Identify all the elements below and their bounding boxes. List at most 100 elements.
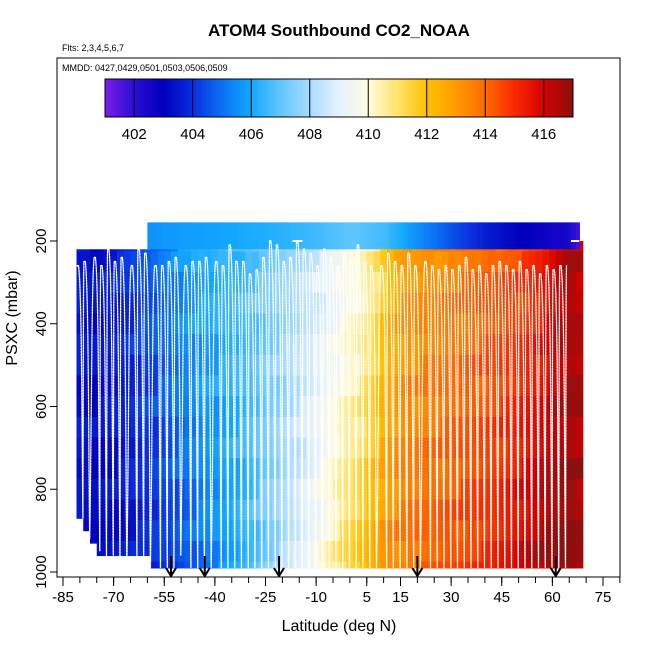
curtain-cell bbox=[299, 396, 307, 418]
curtain-cell bbox=[83, 499, 91, 521]
flight-profile-path bbox=[343, 252, 352, 568]
curtain-top-cell bbox=[430, 222, 435, 250]
curtain-cell bbox=[454, 251, 462, 273]
curtain-cell bbox=[90, 416, 98, 439]
curtain-cell bbox=[191, 561, 199, 569]
curtain-cell bbox=[407, 416, 415, 439]
curtain-cell bbox=[569, 354, 577, 377]
curtain-top-cell bbox=[184, 222, 189, 250]
curtain-cell bbox=[198, 354, 206, 377]
flight-profile-path bbox=[505, 265, 514, 568]
curtain-cell bbox=[549, 251, 557, 273]
curtain-top-cell bbox=[346, 222, 351, 250]
curtain-cell bbox=[191, 396, 199, 418]
curtain-top-cell bbox=[441, 222, 445, 250]
curtain-top-cell bbox=[511, 222, 516, 250]
flight-profile-path bbox=[329, 256, 338, 568]
curtain-cell bbox=[76, 396, 84, 418]
curtain-cell bbox=[211, 354, 219, 377]
curtain-cell bbox=[204, 561, 213, 569]
flight-profile-path bbox=[444, 265, 453, 568]
curtain-cell bbox=[198, 251, 206, 273]
curtain-cell bbox=[191, 540, 199, 563]
curtain-cell bbox=[177, 396, 186, 418]
curtain-cell bbox=[204, 437, 213, 459]
curtain-cell bbox=[535, 458, 543, 480]
curtain-cell bbox=[184, 499, 192, 521]
curtain-cell bbox=[312, 251, 321, 273]
curtain-cell bbox=[360, 478, 368, 501]
curtain-top-cell bbox=[565, 222, 570, 250]
curtain-cell bbox=[177, 458, 186, 480]
curtain-cell bbox=[441, 561, 449, 569]
flight-profile-path bbox=[289, 240, 298, 568]
curtain-cell bbox=[306, 396, 314, 418]
curtain-cell bbox=[177, 437, 186, 459]
flight-profile-path bbox=[414, 261, 426, 568]
curtain-cell bbox=[407, 251, 415, 273]
curtain-cell bbox=[177, 334, 186, 356]
curtain-cell bbox=[90, 375, 98, 397]
curtain-cell bbox=[218, 561, 226, 569]
x-tick-label: -10 bbox=[305, 589, 327, 606]
curtain-top-cell bbox=[552, 222, 557, 250]
curtain-cell bbox=[157, 251, 165, 273]
curtain-cell bbox=[211, 437, 219, 459]
x-axis: -85 -70 -55 -40 -25 -10 5 15 30 45 60 75 bbox=[52, 577, 621, 606]
curtain-cell bbox=[137, 251, 145, 273]
curtain-top-cell bbox=[407, 222, 412, 250]
curtain-cell bbox=[137, 249, 145, 252]
curtain-cell bbox=[312, 478, 321, 501]
curtain-cell bbox=[137, 499, 145, 521]
curtain-top-cell bbox=[387, 222, 391, 250]
flight-profile-path bbox=[336, 252, 345, 568]
flight-profile-path bbox=[106, 248, 115, 556]
curtain-cell bbox=[373, 251, 381, 273]
flight-profile-path bbox=[430, 265, 439, 568]
flight-profile-path bbox=[235, 261, 244, 568]
curtain-top-cell bbox=[373, 222, 378, 250]
curtain-cell bbox=[454, 375, 462, 397]
curtain-cell bbox=[137, 458, 145, 480]
curtain-cell bbox=[130, 416, 138, 439]
curtain-cell bbox=[400, 396, 408, 418]
curtain-cell bbox=[258, 540, 267, 563]
curtain-top-cell bbox=[474, 222, 479, 250]
curtain-cell bbox=[211, 416, 219, 439]
curtain-cell bbox=[245, 540, 253, 563]
curtain-cell bbox=[387, 520, 395, 542]
curtain-cell bbox=[393, 499, 402, 521]
curtain-cell bbox=[238, 540, 246, 563]
curtain-cell bbox=[373, 313, 381, 335]
curtain-cell bbox=[522, 478, 530, 501]
curtain-cell bbox=[522, 561, 530, 569]
curtain-cell bbox=[83, 416, 91, 439]
curtain-cell bbox=[508, 561, 516, 569]
curtain-cell bbox=[150, 478, 159, 501]
curtain-cell bbox=[407, 437, 415, 459]
flight-profile-path bbox=[471, 265, 480, 568]
flight-profile-path bbox=[545, 265, 554, 568]
curtain-cell bbox=[393, 520, 402, 542]
curtain-top-cell bbox=[360, 222, 364, 250]
curtain-cell bbox=[414, 499, 422, 521]
curtain-cell bbox=[123, 334, 132, 356]
curtain-cell bbox=[441, 540, 449, 563]
curtain-cell bbox=[130, 249, 138, 252]
curtain-cell bbox=[204, 396, 213, 418]
curtain-cell bbox=[427, 251, 435, 273]
y-tick-label: 1000 bbox=[33, 555, 50, 588]
curtain-cell bbox=[123, 354, 132, 377]
curtain-cell bbox=[130, 396, 138, 418]
curtain-cell bbox=[400, 540, 408, 563]
flight-profile-path bbox=[167, 256, 176, 568]
curtain-cell bbox=[83, 249, 91, 252]
curtain-top-cell bbox=[316, 222, 321, 250]
curtain-top-cell bbox=[214, 222, 219, 250]
curtain-top-cell bbox=[255, 222, 260, 250]
curtain-cell bbox=[204, 313, 213, 335]
curtain-cell bbox=[238, 561, 246, 569]
curtain-top-cell bbox=[420, 222, 425, 250]
curtain-cell bbox=[549, 561, 557, 569]
curtain-cell bbox=[252, 520, 260, 542]
